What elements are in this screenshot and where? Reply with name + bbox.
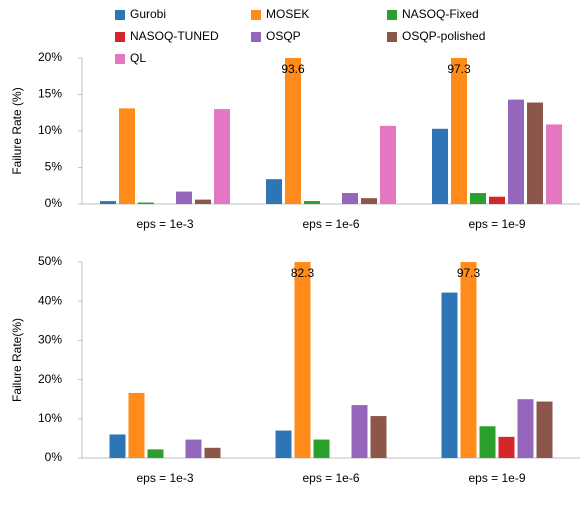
legend-swatch <box>115 54 125 64</box>
legend-label: OSQP-polished <box>402 29 485 43</box>
bar <box>361 198 377 204</box>
bar <box>460 262 477 458</box>
legend-label: OSQP <box>266 29 301 43</box>
bar <box>266 179 282 204</box>
x-tick-label: eps = 1e-9 <box>468 471 525 485</box>
y-tick-label: 10% <box>38 123 62 137</box>
bar <box>536 401 553 458</box>
bar <box>138 202 154 204</box>
legend-swatch <box>387 10 397 20</box>
value-label: 82.3 <box>291 266 315 280</box>
legend-swatch <box>387 32 397 42</box>
x-tick-label: eps = 1e-3 <box>136 471 193 485</box>
y-tick-label: 50% <box>38 254 62 268</box>
legend-label: NASOQ-Fixed <box>402 7 479 21</box>
bar <box>275 430 292 458</box>
legend-swatch <box>115 32 125 42</box>
bar <box>119 108 135 204</box>
value-label: 93.6 <box>281 62 305 76</box>
bar <box>313 439 330 458</box>
bar <box>380 125 396 204</box>
y-tick-label: 20% <box>38 50 62 64</box>
legend-swatch <box>115 10 125 20</box>
bar <box>508 99 524 204</box>
x-tick-label: eps = 1e-6 <box>302 471 359 485</box>
bar <box>304 201 320 204</box>
x-tick-label: eps = 1e-3 <box>136 217 193 231</box>
bar <box>147 449 164 458</box>
bar <box>489 196 505 204</box>
y-tick-label: 20% <box>38 372 62 386</box>
bar <box>285 58 301 204</box>
bar <box>128 392 145 458</box>
bar <box>294 262 311 458</box>
bar <box>176 191 192 204</box>
legend-label: NASOQ-TUNED <box>130 29 219 43</box>
bar <box>214 109 230 204</box>
bar <box>370 416 387 458</box>
x-tick-label: eps = 1e-6 <box>302 217 359 231</box>
bar <box>517 399 534 458</box>
bar <box>100 201 116 204</box>
y-axis-title: Failure Rate(%) <box>10 318 24 402</box>
y-tick-label: 0% <box>45 196 63 210</box>
y-tick-label: 30% <box>38 333 62 347</box>
y-tick-label: 10% <box>38 411 62 425</box>
bar <box>185 439 202 458</box>
y-axis-title: Failure Rate (%) <box>10 87 24 174</box>
legend-label: Gurobi <box>130 7 166 21</box>
legend-label: QL <box>130 51 146 65</box>
bar <box>195 199 211 204</box>
bar <box>479 426 496 458</box>
legend-swatch <box>251 10 261 20</box>
y-tick-label: 40% <box>38 293 62 307</box>
bar <box>342 193 358 204</box>
legend-swatch <box>251 32 261 42</box>
bar <box>204 447 221 458</box>
bar <box>498 436 515 458</box>
x-tick-label: eps = 1e-9 <box>468 217 525 231</box>
bar <box>527 102 543 204</box>
y-tick-label: 0% <box>45 450 63 464</box>
y-tick-label: 5% <box>45 160 63 174</box>
bar <box>546 124 562 204</box>
bar <box>351 405 368 458</box>
bar <box>432 128 448 204</box>
bar <box>441 292 458 458</box>
bar <box>451 58 467 204</box>
bar <box>470 193 486 204</box>
bar <box>109 434 126 458</box>
value-label: 97.3 <box>447 62 471 76</box>
value-label: 97.3 <box>457 266 481 280</box>
y-tick-label: 15% <box>38 87 62 101</box>
legend-label: MOSEK <box>266 7 309 21</box>
